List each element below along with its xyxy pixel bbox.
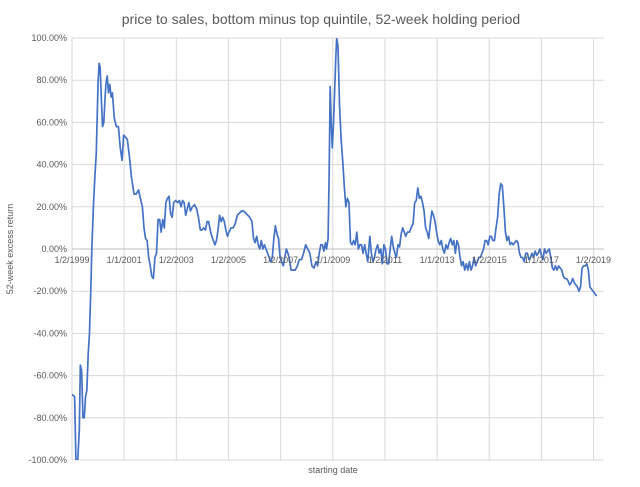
- x-tick-label: 1/1/2013: [420, 255, 455, 265]
- x-tick-label: 1/2/1999: [54, 255, 89, 265]
- y-axis-title: 52-week excess return: [5, 204, 15, 295]
- y-tick-label: 0.00%: [41, 244, 67, 254]
- x-tick-label: 1/2/2019: [576, 255, 611, 265]
- y-tick-label: 60.00%: [36, 117, 67, 127]
- y-tick-label: -60.00%: [33, 371, 67, 381]
- series-line: [72, 38, 598, 460]
- y-tick-label: 80.00%: [36, 75, 67, 85]
- x-tick-label: 1/2/2005: [211, 255, 246, 265]
- chart-title: price to sales, bottom minus top quintil…: [122, 11, 520, 27]
- gridlines: [71, 37, 604, 461]
- series-layer: [72, 38, 598, 460]
- y-tick-label: -20.00%: [33, 286, 67, 296]
- y-tick-label: 40.00%: [36, 160, 67, 170]
- y-tick-label: -100.00%: [28, 455, 67, 465]
- x-tick-label: 1/1/2001: [107, 255, 142, 265]
- x-tick-label: 1/1/2017: [524, 255, 559, 265]
- x-tick-label: 1/2/2015: [472, 255, 507, 265]
- y-tick-label: 20.00%: [36, 202, 67, 212]
- x-tick-labels: 1/2/1999 1/1/2001 1/2/2003 1/2/2005 1/2/2007…: [54, 255, 611, 265]
- x-tick-label: 1/2/2003: [159, 255, 194, 265]
- y-tick-label: -80.00%: [33, 413, 67, 423]
- x-tick-label: 1/2/2007: [263, 255, 298, 265]
- x-tick-label: 1/1/2009: [315, 255, 350, 265]
- x-axis-title: starting date: [308, 465, 358, 475]
- y-tick-label: 100.00%: [31, 33, 67, 43]
- y-tick-label: -40.00%: [33, 328, 67, 338]
- x-tick-label: 1/2/2011: [368, 255, 402, 265]
- y-tick-labels: -100.00% -80.00% -60.00% -40.00% -20.00% 0.00…: [28, 33, 67, 465]
